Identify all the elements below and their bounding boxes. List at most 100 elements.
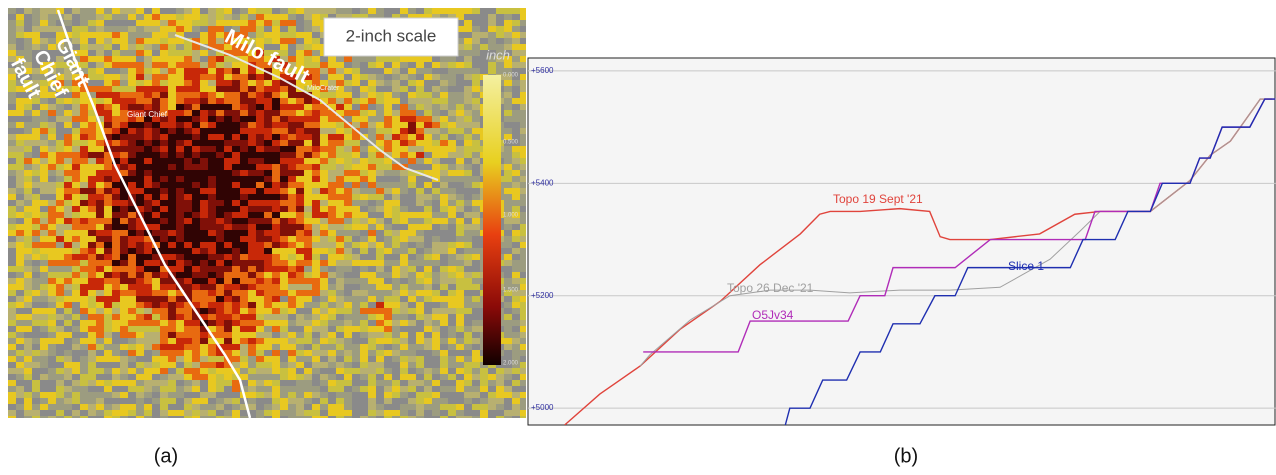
heatmap-cell [56,32,64,38]
heatmap-cell [64,104,72,110]
heatmap-cell [360,212,368,218]
heatmap-cell [48,260,56,266]
heatmap-cell [376,290,384,296]
heatmap-cell [416,74,424,80]
heatmap-cell [232,92,240,98]
heatmap-cell [16,230,24,236]
heatmap-cell [256,134,264,140]
heatmap-cell [472,260,480,266]
heatmap-cell [224,164,232,170]
heatmap-cell [352,236,360,242]
heatmap-cell [448,278,456,284]
heatmap-cell [248,140,256,146]
heatmap-cell [472,146,480,152]
heatmap-cell [312,404,320,410]
heatmap-cell [448,230,456,236]
heatmap-cell [16,38,24,44]
heatmap-cell [176,86,184,92]
heatmap-cell [184,116,192,122]
heatmap-cell [264,308,272,314]
heatmap-cell [320,146,328,152]
heatmap-cell [88,272,96,278]
heatmap-cell [240,230,248,236]
heatmap-cell [400,362,408,368]
heatmap-cell [72,362,80,368]
heatmap-cell [112,254,120,260]
heatmap-cell [376,308,384,314]
heatmap-cell [192,380,200,386]
heatmap-cell [32,230,40,236]
heatmap-cell [192,398,200,404]
heatmap-cell [408,8,416,14]
heatmap-cell [344,284,352,290]
heatmap-cell [184,230,192,236]
heatmap-cell [408,410,416,416]
heatmap-cell [120,266,128,272]
heatmap-cell [112,266,120,272]
heatmap-cell [240,326,248,332]
heatmap-cell [160,62,168,68]
heatmap-cell [360,104,368,110]
heatmap-cell [448,122,456,128]
heatmap-cell [88,50,96,56]
heatmap-cell [336,320,344,326]
heatmap-cell [416,200,424,206]
heatmap-cell [264,80,272,86]
heatmap-cell [136,290,144,296]
heatmap-cell [408,374,416,380]
heatmap-cell [216,206,224,212]
heatmap-cell [408,248,416,254]
heatmap-cell [72,164,80,170]
heatmap-cell [512,398,520,404]
heatmap-cell [152,74,160,80]
heatmap-cell [144,278,152,284]
heatmap-cell [416,146,424,152]
heatmap-cell [336,146,344,152]
heatmap-cell [120,278,128,284]
heatmap-cell [88,254,96,260]
heatmap-cell [112,188,120,194]
heatmap-cell [136,128,144,134]
heatmap-cell [48,32,56,38]
heatmap-cell [168,188,176,194]
heatmap-cell [112,416,120,422]
heatmap-cell [192,122,200,128]
heatmap-cell [256,410,264,416]
heatmap-cell [176,416,184,422]
heatmap-cell [392,350,400,356]
heatmap-cell [304,170,312,176]
heatmap-cell [248,170,256,176]
heatmap-cell [464,26,472,32]
heatmap-cell [168,152,176,158]
heatmap-cell [512,296,520,302]
heatmap-cell [288,14,296,20]
heatmap-cell [208,320,216,326]
heatmap-cell [336,56,344,62]
heatmap-cell [512,128,520,134]
heatmap-cell [72,308,80,314]
heatmap-cell [456,74,464,80]
heatmap-cell [88,176,96,182]
heatmap-cell [408,212,416,218]
heatmap-cell [280,122,288,128]
heatmap-cell [192,338,200,344]
heatmap-cell [208,170,216,176]
heatmap-cell [288,92,296,98]
heatmap-cell [480,398,488,404]
heatmap-cell [152,290,160,296]
heatmap-cell [304,410,312,416]
heatmap-cell [328,122,336,128]
heatmap-cell [464,200,472,206]
heatmap-cell [144,290,152,296]
heatmap-cell [112,218,120,224]
heatmap-cell [400,332,408,338]
heatmap-cell [80,254,88,260]
heatmap-cell [200,158,208,164]
heatmap-cell [224,176,232,182]
heatmap-cell [232,140,240,146]
heatmap-cell [400,272,408,278]
heatmap-cell [296,278,304,284]
heatmap-cell [376,320,384,326]
heatmap-cell [344,314,352,320]
heatmap-cell [240,68,248,74]
